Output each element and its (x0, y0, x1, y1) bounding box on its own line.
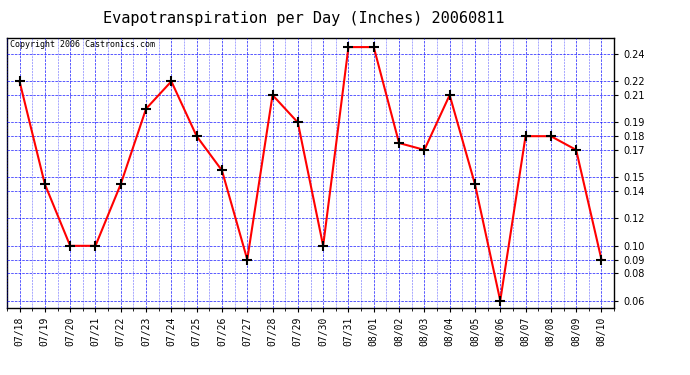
Text: Evapotranspiration per Day (Inches) 20060811: Evapotranspiration per Day (Inches) 2006… (103, 11, 504, 26)
Text: Copyright 2006 Castronics.com: Copyright 2006 Castronics.com (10, 40, 155, 49)
